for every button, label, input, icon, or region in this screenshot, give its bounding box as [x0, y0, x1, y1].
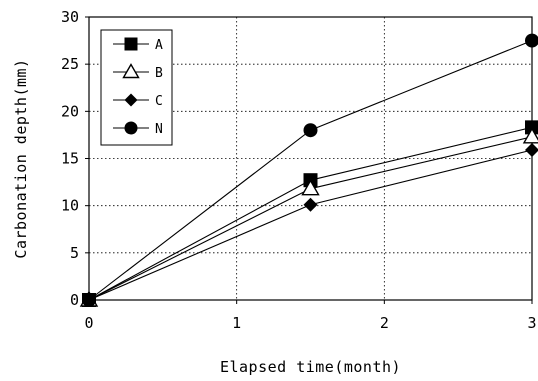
y-tick-label-25: 25	[61, 55, 79, 73]
x-axis-title: Elapsed time(month)	[220, 358, 401, 376]
y-axis-title: Carbonation depth(mm)	[12, 58, 30, 258]
legend-marker-B	[122, 63, 140, 79]
point-N-1	[303, 123, 318, 138]
y-tick-label-10: 10	[61, 197, 79, 215]
series-B	[79, 127, 538, 307]
series-N	[82, 33, 538, 307]
legend-label-A: A	[155, 38, 163, 53]
series-C	[82, 143, 538, 307]
series-A	[82, 120, 538, 307]
legend-label-B: B	[155, 66, 163, 81]
y-tick-label-0: 0	[70, 291, 79, 309]
x-tick-label-1: 1	[232, 314, 241, 332]
point-C-2	[525, 143, 538, 158]
y-tick-label-30: 30	[61, 8, 79, 26]
legend-label-N: N	[155, 122, 163, 137]
y-axis: 0 5 10 15 20 25 30	[61, 8, 89, 309]
y-tick-label-5: 5	[70, 244, 79, 262]
legend-marker-A	[124, 37, 138, 51]
point-C-1	[303, 197, 318, 212]
legend-marker-C	[124, 93, 138, 107]
y-tick-label-15: 15	[61, 150, 79, 168]
series-line-C	[88, 149, 533, 301]
series-line-B	[88, 136, 533, 301]
point-N-2	[525, 33, 538, 48]
point-N-0	[82, 293, 96, 307]
legend-marker-N	[124, 121, 138, 135]
x-tick-label-2: 2	[380, 314, 389, 332]
point-A-2	[525, 120, 538, 135]
series-line-A	[88, 126, 533, 301]
series-layer	[79, 33, 538, 307]
x-tick-label-3: 3	[527, 314, 536, 332]
point-B-2	[522, 127, 538, 144]
x-tick-label-0: 0	[84, 314, 93, 332]
x-axis: 0 1 2 3	[84, 300, 537, 332]
point-B-1	[301, 179, 320, 196]
legend-label-C: C	[155, 94, 163, 109]
y-tick-label-20: 20	[61, 102, 79, 120]
